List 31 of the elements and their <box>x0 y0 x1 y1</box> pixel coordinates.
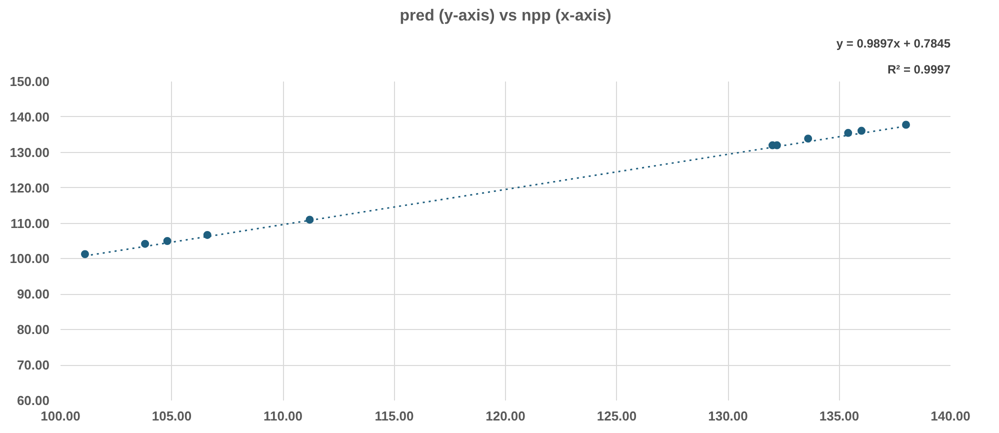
y-tick-label: 80.00 <box>16 322 50 338</box>
text: y = 0.9897x + 0.7845 <box>836 36 951 50</box>
text: R² = 0.9997 <box>887 62 951 76</box>
y-tick-label: 140.00 <box>10 109 50 124</box>
y-tick-label: 70.00 <box>16 358 50 373</box>
x-tick-label: 105.00 <box>152 408 192 424</box>
point <box>141 240 150 248</box>
point <box>858 126 866 135</box>
y-tick-label: 130.00 <box>10 144 50 160</box>
y-tick-label: 120.00 <box>10 180 50 196</box>
y-tick-label: 110.00 <box>10 216 50 231</box>
x-tick-label: 135.00 <box>819 408 860 424</box>
x-tick-label: 115.00 <box>374 408 414 424</box>
x-tick-label: 110.00 <box>263 408 303 424</box>
x-tick-label: 140.00 <box>930 408 970 424</box>
x-tick-label: 125.00 <box>596 408 637 424</box>
x-tick-label: 120.00 <box>486 408 526 424</box>
y-tick-label: 60.00 <box>16 393 50 408</box>
point <box>163 237 172 245</box>
point <box>804 134 812 143</box>
y-tick-label: 100.00 <box>10 251 50 266</box>
point <box>844 128 852 137</box>
y-tick-label: 150.00 <box>10 74 50 89</box>
x-tick-label: 130.00 <box>708 408 748 424</box>
chart-title: pred (y-axis) vs npp (x-axis) <box>400 8 612 24</box>
y-tick-label: 90.00 <box>16 286 50 302</box>
point <box>306 216 314 224</box>
point <box>902 120 910 129</box>
point <box>80 250 89 258</box>
x-tick-label: 100.00 <box>40 408 80 424</box>
point <box>203 230 212 239</box>
